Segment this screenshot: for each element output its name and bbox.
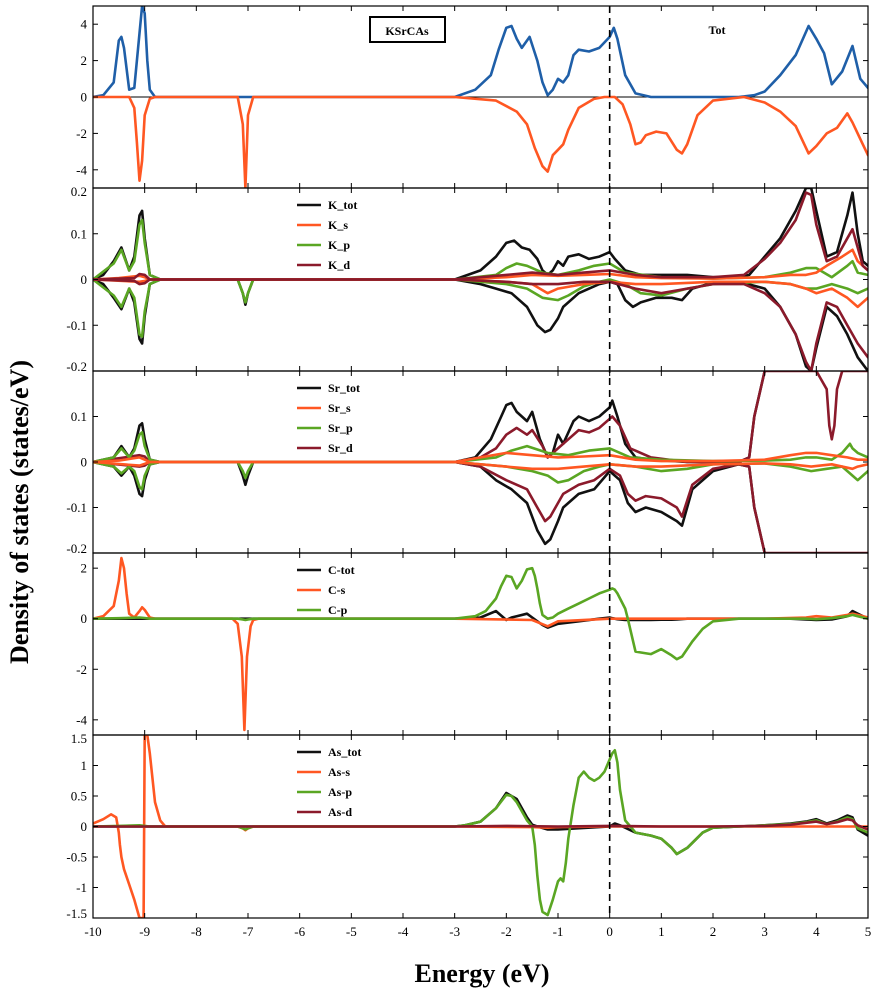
- panel-c-legend: C-tot C-s C-p: [297, 563, 355, 617]
- x-tick-label: -2: [501, 924, 512, 939]
- panel-k-legend: K_tot K_s K_p K_d: [297, 198, 357, 272]
- panel-as-legend-label: As-p: [328, 785, 352, 799]
- panel-sr-series: [93, 371, 868, 553]
- panel-as-legend-label: As-s: [328, 765, 350, 779]
- panel-tot-ytick-label: -2: [76, 126, 87, 141]
- panel-tot: 4 2 0 -2 -4 KSrCAs Tot: [76, 5, 869, 189]
- x-tick-label: -1: [553, 924, 564, 939]
- panel-sr-legend-label: Sr_p: [328, 421, 353, 435]
- y-axis-title: Density of states (states/eV): [5, 360, 34, 664]
- panel-as-series-as-d: [93, 817, 868, 831]
- panel-k-legend-label: K_tot: [328, 198, 357, 212]
- x-tick-label: -10: [84, 924, 101, 939]
- panel-as-ytick-label: -0.5: [66, 850, 87, 865]
- panel-k-series-k-s-up: [93, 248, 868, 281]
- panel-as-legend-label: As-d: [328, 805, 352, 819]
- panel-sr-legend-label: Sr_d: [328, 441, 353, 455]
- panel-sr-legend-label: Sr_tot: [328, 381, 360, 395]
- panel-c-ytick-label: -4: [76, 712, 87, 727]
- panel-sr-series-sr-p-up: [93, 431, 868, 464]
- panel-tot-series: [93, 6, 868, 188]
- panel-k-ytick-label: 0.2: [71, 184, 87, 199]
- panel-k: 0.2 0.1 0 -0.1 -0.2 K_tot K_s K_p K_d: [66, 184, 869, 374]
- panel-sr-ytick-label: -0.1: [66, 500, 87, 515]
- panel-tot-ytick-label: -4: [76, 162, 87, 177]
- panel-as-ytick-label: 0.5: [71, 789, 87, 804]
- panel-sr-ytick-label: 0.1: [71, 409, 87, 424]
- x-tick-label: -8: [191, 924, 202, 939]
- panel-k-ytick-label: -0.2: [66, 359, 87, 374]
- compound-label-box: [369, 16, 446, 43]
- panel-sr-ytick-label: -0.2: [66, 541, 87, 556]
- x-tick-label: 1: [658, 924, 665, 939]
- x-tick-label: 0: [606, 924, 613, 939]
- panel-k-series-k-tot-up: [93, 188, 868, 281]
- panel-tot-ytick-label: 0: [81, 90, 88, 105]
- x-tick-label: -6: [294, 924, 305, 939]
- x-axis-title: Energy (eV): [414, 959, 549, 988]
- panel-c-ytick-label: 2: [81, 561, 88, 576]
- panel-tot-ytick-label: 4: [81, 17, 88, 32]
- panel-k-legend-label: K_s: [328, 218, 348, 232]
- panel-k-series-k-tot-down: [93, 278, 868, 371]
- panel-c-legend-label: C-s: [328, 583, 346, 597]
- panel-as-ytick-label: -1: [76, 880, 87, 895]
- panel-sr-series-sr-tot-up: [93, 371, 767, 464]
- panel-sr-series-sr-tot-down: [93, 460, 767, 553]
- panel-as-series: [93, 735, 868, 918]
- x-tick-label: -5: [346, 924, 357, 939]
- panel-as-ytick-label: 1.5: [71, 731, 87, 746]
- x-tick-label: 3: [761, 924, 768, 939]
- panel-k-series-k-d-down: [93, 278, 868, 371]
- panel-tot-label: Tot: [709, 23, 726, 37]
- panel-sr-series-sr-d-up: [93, 371, 868, 464]
- compound-label: KSrCAs: [385, 24, 429, 38]
- panel-sr-ytick-label: 0: [81, 455, 88, 470]
- panel-k-legend-label: K_p: [328, 238, 350, 252]
- x-tick-label: -9: [139, 924, 150, 939]
- x-tick-label: 4: [813, 924, 820, 939]
- panel-as-ytick-label: 0: [81, 819, 88, 834]
- panel-as-legend-label: As_tot: [328, 745, 361, 759]
- panel-k-series-k-d-up: [93, 191, 868, 281]
- panel-tot-series-spin-down: [93, 95, 868, 188]
- panel-as-ytick-label: -1.5: [66, 906, 87, 921]
- panel-c-series-c-s: [93, 556, 868, 732]
- panel-k-legend-label: K_d: [328, 258, 350, 272]
- panel-k-ytick-label: -0.1: [66, 318, 87, 333]
- panel-c-series: [93, 556, 868, 732]
- panel-k-ytick-label: 0.1: [71, 226, 87, 241]
- panel-c-legend-label: C-p: [328, 603, 348, 617]
- panel-as: 1.5 1 0.5 0 -0.5 -1 -1.5 As_tot As-s As-p As-d: [66, 731, 869, 921]
- panel-k-series: [93, 188, 868, 371]
- x-tick-label: 5: [865, 924, 872, 939]
- panel-sr-series-sr-s-up: [93, 451, 868, 464]
- panel-sr-series-sr-s-down: [93, 460, 868, 471]
- panel-sr-legend: Sr_tot Sr_s Sr_p Sr_d: [297, 381, 360, 455]
- panel-c-series-c-p: [93, 566, 868, 661]
- panel-as-ytick-label: 1: [81, 758, 88, 773]
- panel-c-ytick-label: 0: [81, 611, 88, 626]
- panel-tot-series-spin-up: [93, 6, 868, 99]
- panel-tot-ytick-label: 2: [81, 53, 88, 68]
- panel-sr-series-sr-d-down: [93, 460, 868, 553]
- x-tick-label: -3: [449, 924, 460, 939]
- panel-sr-series-sr-p-down: [93, 460, 868, 491]
- overlay-group: -10 -9 -8 -7 -6 -5 -4 -3 -2 -1 0 1 2 3 4 5: [84, 6, 871, 939]
- panel-c: 2 0 -2 -4 C-tot C-s C-p: [76, 552, 869, 736]
- panel-sr-legend-label: Sr_s: [328, 401, 351, 415]
- panel-sr: 0.1 0 -0.1 -0.2 Sr_tot Sr_s Sr_p Sr_d: [66, 370, 869, 556]
- panel-as-series-as-p: [93, 748, 868, 917]
- panel-c-ytick-label: -2: [76, 662, 87, 677]
- panel-as-series-as-tot: [93, 791, 868, 856]
- x-tick-label: -4: [398, 924, 409, 939]
- x-tick-label: 2: [710, 924, 717, 939]
- panel-k-ytick-label: 0: [81, 272, 88, 287]
- x-tick-label: -7: [243, 924, 254, 939]
- panel-as-legend: As_tot As-s As-p As-d: [297, 745, 361, 819]
- panel-c-legend-label: C-tot: [328, 563, 355, 577]
- panel-c-frame: [92, 552, 869, 736]
